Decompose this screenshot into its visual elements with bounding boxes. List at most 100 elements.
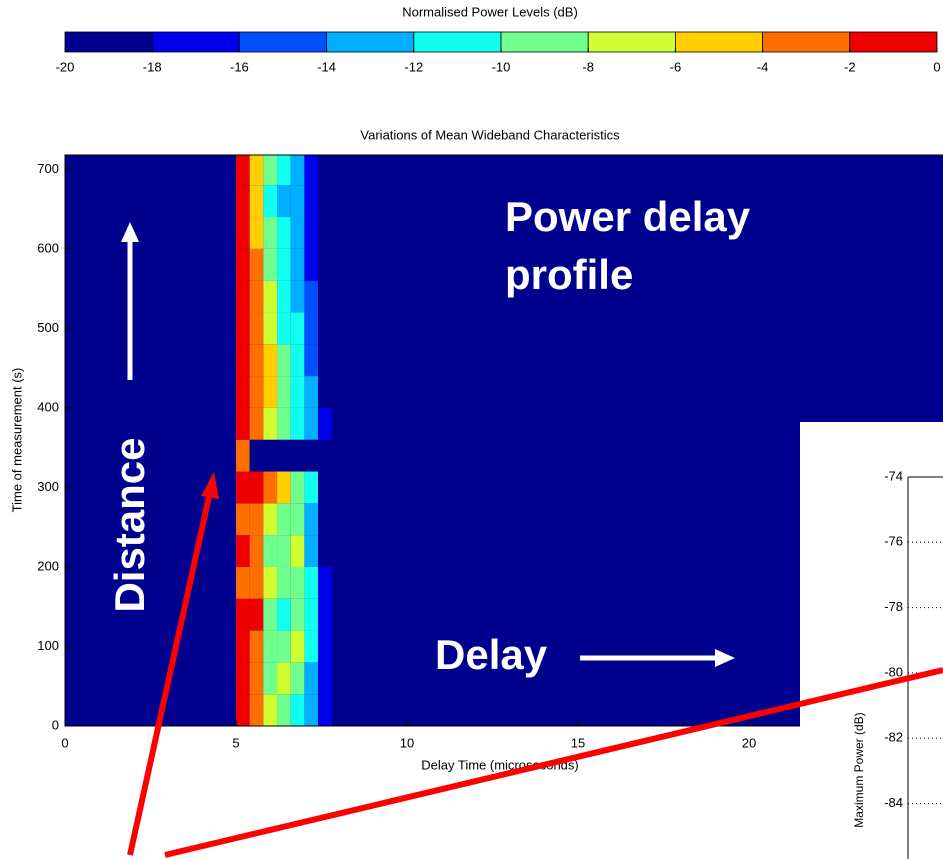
heatmap-cell: [236, 471, 250, 504]
arrow-head: [121, 222, 139, 242]
heatmap-cell: [263, 630, 278, 663]
heatmap-cell: [304, 694, 319, 726]
x-tick-label: -20: [56, 59, 75, 74]
colorbar-segment: [849, 31, 938, 53]
heatmap-cell: [249, 535, 264, 567]
y-tick-label: -76: [884, 534, 903, 549]
annotation: Distance: [106, 437, 153, 613]
heatmap-cell: [290, 312, 305, 345]
heatmap-cell: [318, 598, 332, 631]
heatmap-cell: [318, 566, 332, 599]
y-tick-label: -80: [884, 664, 903, 679]
heatmap-cell: [277, 694, 291, 726]
heatmap-cell: [277, 439, 291, 472]
heatmap-cell: [263, 471, 278, 504]
heatmap-cell: [318, 471, 332, 504]
heatmap-cell: [318, 155, 332, 186]
heatmap-cell: [249, 566, 264, 599]
heatmap-cell: [304, 312, 319, 345]
heatmap-cell: [236, 598, 250, 631]
heatmap-cell: [277, 630, 291, 663]
heatmap-cell: [263, 217, 278, 249]
heatmap-cell: [304, 280, 319, 313]
heatmap-cell: [318, 503, 332, 536]
y-tick-label: 300: [37, 479, 59, 494]
annotation-arrows: [121, 222, 943, 858]
heatmap-cell: [263, 662, 278, 695]
heatmap-cell: [318, 248, 332, 281]
heatmap-cell: [236, 439, 250, 472]
annotation: Power delay profile: [505, 193, 751, 298]
heatmap-cell: [249, 407, 264, 440]
x-tick-label: 0: [933, 59, 940, 74]
heatmap-cell: [236, 535, 250, 567]
x-tick-label: -8: [582, 59, 594, 74]
heatmap-cell: [304, 662, 319, 695]
heatmap-cell: [277, 280, 291, 313]
heatmap-cell: [290, 155, 305, 186]
heatmap-cell: [236, 376, 250, 408]
heatmap-cell: [249, 471, 264, 504]
heatmap-cell: [236, 248, 250, 281]
heatmap-cell: [249, 185, 264, 218]
heatmap-cell: [263, 376, 278, 408]
heatmap-cell: [263, 503, 278, 536]
pointer-line: [127, 491, 213, 856]
heatmap-cell: [249, 376, 264, 408]
heatmap-cell: [249, 503, 264, 536]
heatmap-cell: [290, 344, 305, 377]
heatmap-cell: [290, 185, 305, 218]
heatmap-cell: [236, 312, 250, 345]
x-tick-label: 20: [742, 735, 756, 750]
colorbar-title: Normalised Power Levels (dB): [402, 4, 578, 19]
x-tick-label: -2: [844, 59, 856, 74]
heatmap-cell: [263, 694, 278, 726]
heatmap-cell: [277, 598, 291, 631]
heatmap-cell: [263, 155, 278, 186]
y-axis-label: Time of measurement (s): [9, 368, 24, 513]
heatmap-cell: [277, 471, 291, 504]
heatmap-cell: [318, 185, 332, 218]
heatmap-cell: [304, 503, 319, 536]
heatmap-cell: [304, 407, 319, 440]
heatmap-cell: [304, 155, 319, 186]
x-tick-label: 5: [232, 735, 239, 750]
x-tick-label: -18: [143, 59, 162, 74]
heatmap-cell: [304, 439, 319, 472]
heatmap-cell: [304, 630, 319, 663]
heatmap-cell: [318, 376, 332, 408]
heatmap-cell: [318, 439, 332, 472]
heatmap-cell: [290, 630, 305, 663]
inset-panel: [800, 422, 943, 859]
colorbar-segment: [762, 31, 851, 53]
heatmap-cell: [318, 217, 332, 249]
heatmap-cell: [277, 155, 291, 186]
heatmap-cell: [277, 407, 291, 440]
heatmap-cell: [304, 566, 319, 599]
y-tick-label: 700: [37, 161, 59, 176]
y-tick-label: -82: [884, 730, 903, 745]
heatmap-cell: [236, 630, 250, 663]
heatmap-cell: [277, 535, 291, 567]
heatmap-cell: [263, 598, 278, 631]
heatmap-cell: [318, 280, 332, 313]
heatmap-cell: [236, 185, 250, 218]
y-tick-label: -84: [884, 795, 903, 810]
y-tick-label: 500: [37, 320, 59, 335]
heatmap-cell: [277, 248, 291, 281]
heatmap-cell: [318, 694, 332, 726]
colorbar-segment: [326, 31, 415, 53]
heatmap-cell: [290, 407, 305, 440]
heatmap-cell: [290, 439, 305, 472]
y-tick-label: 200: [37, 558, 59, 573]
heatmap-cell: [236, 217, 250, 249]
heatmap-cell: [318, 407, 332, 440]
heatmap-cell: [236, 280, 250, 313]
x-tick-label: -10: [492, 59, 511, 74]
heatmap-cell: [290, 662, 305, 695]
heatmap-cell: [290, 535, 305, 567]
heatmap-cell: [304, 535, 319, 567]
heatmap-cell: [277, 566, 291, 599]
annotation: Delay: [435, 631, 548, 678]
